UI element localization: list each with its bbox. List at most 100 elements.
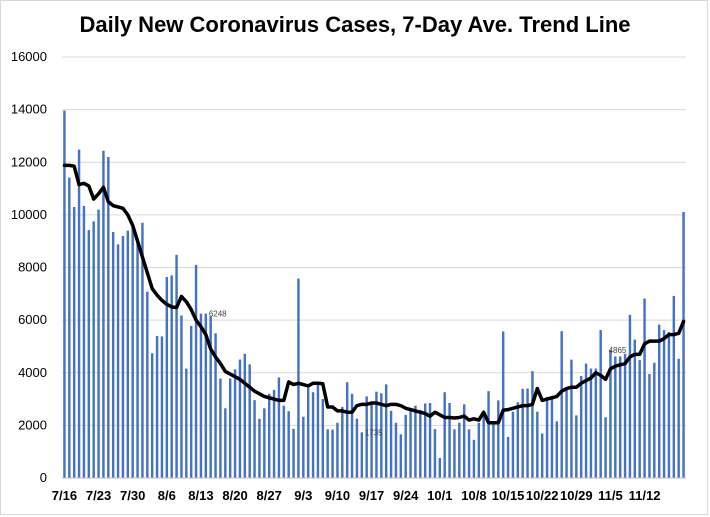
bar [540,433,544,478]
bar [584,363,588,478]
bar [657,324,661,478]
bar [136,241,139,478]
y-tick-label: 10000 [11,207,47,222]
bar [160,336,164,478]
bar [526,388,529,478]
bar [355,418,359,478]
x-tick-label: 7/30 [120,488,145,503]
bar [253,400,256,478]
bar [458,422,461,478]
bar [63,110,66,479]
bar [214,333,217,478]
bar [677,358,680,478]
bar [628,314,632,478]
bar [467,429,471,478]
x-tick-label: 9/24 [393,488,419,503]
bar [648,374,651,478]
bar [341,406,344,478]
bar [360,432,364,478]
bar [521,388,524,478]
y-tick-label: 14000 [11,102,47,117]
bar [511,411,515,478]
trend-line [62,163,686,425]
bar [609,349,612,478]
bar [560,331,563,478]
bar [189,325,193,478]
bar [209,316,212,478]
bar [404,414,407,478]
bar [618,356,622,478]
bar [292,428,295,478]
bar [545,396,549,478]
bar [433,429,437,478]
bar [565,388,568,478]
bar [506,436,510,478]
bar [531,371,534,478]
x-tick-label: 9/17 [359,488,384,503]
bar [107,156,110,479]
y-tick-label: 0 [40,470,47,485]
bar [336,422,339,478]
bar [482,413,485,478]
bar [477,422,481,478]
bar [263,408,266,478]
bar [492,421,495,478]
x-tick-label: 9/3 [294,488,312,503]
bar [311,392,315,478]
y-tick-label: 12000 [11,154,47,169]
bar [614,356,617,478]
bar [297,278,300,478]
x-tick-label: 10/15 [492,488,525,503]
bar [384,384,388,478]
bar [121,235,125,478]
bar [272,389,276,478]
bar [267,393,271,478]
x-tick-label: 10/8 [461,488,486,503]
bar [633,339,637,478]
bar [345,382,349,478]
y-tick-label: 2000 [18,417,47,432]
bar [589,368,593,478]
bar [409,410,412,478]
bar [258,418,261,478]
bar [233,369,237,478]
x-tick-label: 8/20 [222,488,247,503]
bar [487,391,490,478]
bar [170,275,173,478]
bar [180,315,183,478]
bar [638,360,641,478]
bar [146,291,149,478]
bar [331,429,334,478]
bar [282,405,286,478]
bar [599,330,602,478]
bar [287,411,290,478]
bar [97,209,100,479]
bar [204,313,208,478]
bar [68,177,71,479]
bar [662,330,666,478]
bar [155,335,159,478]
bar [185,368,188,478]
bar [643,298,646,478]
bar [92,221,95,478]
bar [550,399,554,478]
bar [414,405,417,478]
bar [277,377,281,478]
x-tick-label: 11/5 [598,488,623,503]
x-tick-label: 8/27 [257,488,282,503]
x-tick-label: 7/16 [52,488,77,503]
bar [594,368,598,478]
bar [497,400,500,478]
bar [111,231,115,478]
bar [248,364,251,478]
bar [238,359,242,478]
x-tick-label: 10/22 [526,488,559,503]
y-tick-label: 8000 [18,260,47,275]
bar [438,458,442,478]
bar [350,393,354,478]
y-tick-label: 6000 [18,312,47,327]
bar [194,264,198,478]
bar [555,421,559,478]
data-label: 4865 [609,346,627,355]
bar [448,403,451,478]
